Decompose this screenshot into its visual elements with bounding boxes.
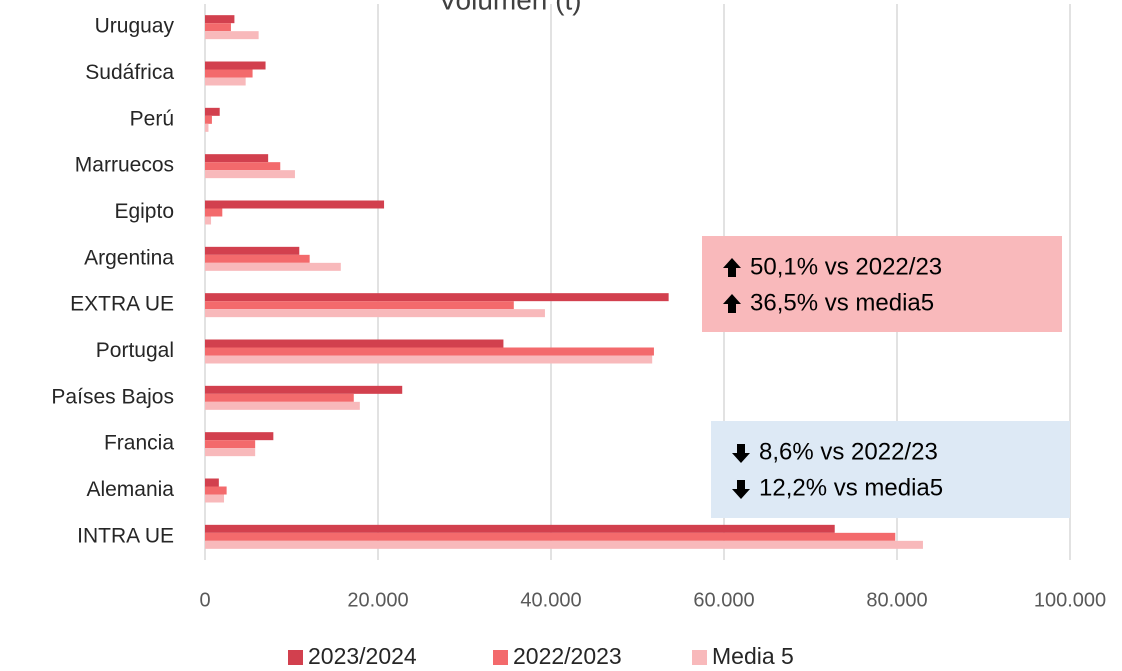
y-tick-label: Perú (130, 107, 174, 130)
bar (205, 208, 223, 217)
bar (205, 524, 835, 533)
x-tick-label: 40.000 (520, 589, 581, 611)
bar (205, 162, 281, 171)
y-tick-label: Uruguay (95, 15, 175, 38)
y-tick-label: Países Bajos (51, 385, 174, 408)
bar (205, 115, 212, 124)
legend-swatch (493, 650, 508, 665)
bar (205, 15, 235, 24)
legend-swatch (692, 650, 707, 665)
annotation-text: 50,1% vs 2022/23 (750, 253, 942, 280)
bar (205, 170, 295, 179)
bar (205, 69, 253, 78)
bar (205, 347, 654, 356)
bar (205, 540, 923, 549)
bar (205, 494, 225, 503)
bar (205, 486, 227, 495)
legend-label: Media 5 (712, 643, 794, 669)
bar (205, 31, 259, 40)
chart-title: Volumen (t) (438, 0, 581, 15)
legend-label: 2022/2023 (513, 643, 622, 669)
x-tick-label: 0 (199, 589, 210, 611)
annotation-box (702, 236, 1062, 332)
annotation-text: 36,5% vs media5 (750, 289, 934, 316)
y-tick-label: Egipto (114, 200, 174, 223)
y-tick-label: Sudáfrica (85, 61, 174, 84)
y-tick-label: Marruecos (75, 154, 174, 177)
annotation-box (711, 421, 1070, 518)
bar (205, 301, 514, 310)
bar (205, 432, 274, 441)
x-tick-label: 20.000 (347, 589, 408, 611)
bar (205, 61, 266, 70)
bar (205, 401, 360, 410)
bar (205, 77, 246, 86)
x-tick-label: 80.000 (866, 589, 927, 611)
y-tick-label: INTRA UE (77, 524, 174, 547)
bar (205, 339, 504, 348)
arrow-icon (723, 258, 741, 277)
bar (205, 154, 269, 163)
x-tick-label: 60.000 (693, 589, 754, 611)
annotation-text: 8,6% vs 2022/23 (759, 438, 938, 465)
legend-swatch (288, 650, 303, 665)
bar (205, 355, 653, 364)
x-tick-label: 100.000 (1034, 589, 1106, 611)
bar (205, 532, 896, 541)
bar (205, 123, 209, 132)
y-tick-label: Francia (104, 432, 174, 455)
arrow-icon (732, 444, 750, 463)
bar (205, 23, 231, 32)
bar (205, 448, 256, 457)
bar (205, 254, 310, 263)
arrow-icon (723, 294, 741, 313)
bar (205, 246, 300, 255)
y-tick-label: EXTRA UE (70, 293, 174, 316)
y-tick-label: Portugal (96, 339, 174, 362)
bar (205, 393, 354, 402)
y-tick-label: Alemania (86, 478, 174, 501)
bar (205, 200, 385, 209)
bar (205, 385, 403, 394)
annotation-text: 12,2% vs media5 (759, 474, 943, 501)
arrow-icon (732, 480, 750, 499)
legend-label: 2023/2024 (308, 643, 417, 669)
y-tick-label: Argentina (84, 246, 174, 269)
bar (205, 309, 545, 318)
bar (205, 440, 256, 449)
bar (205, 478, 219, 487)
bar (205, 262, 341, 271)
bar (205, 293, 669, 302)
bar (205, 107, 220, 116)
bar (205, 216, 212, 225)
